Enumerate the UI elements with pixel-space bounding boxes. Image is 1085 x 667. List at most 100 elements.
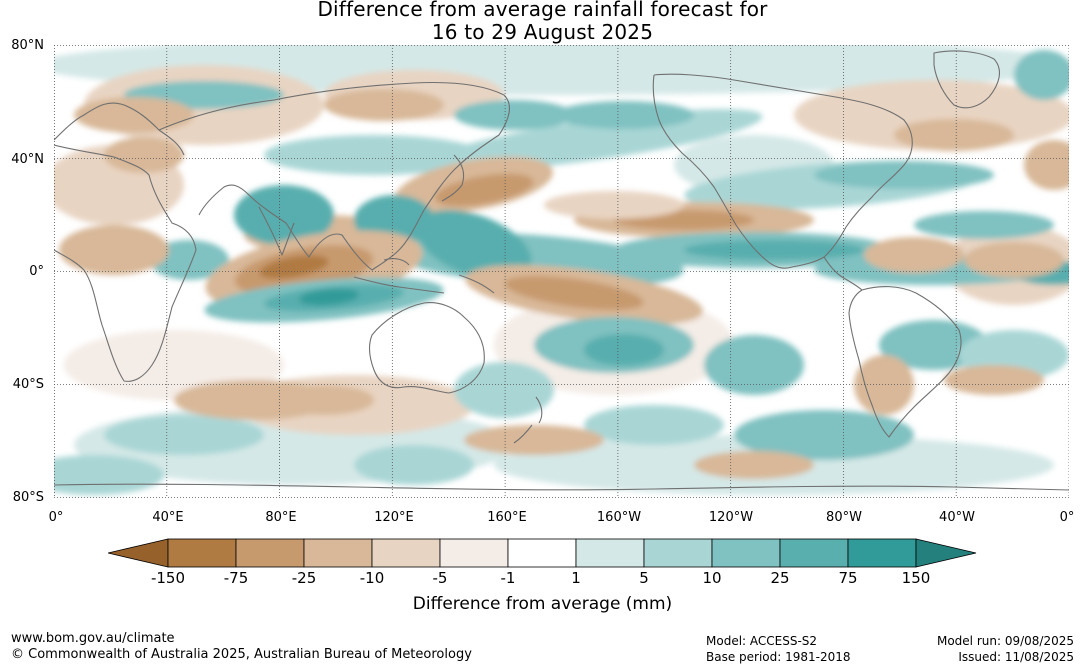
coastline-australia	[369, 302, 485, 394]
coastline-asia	[158, 81, 510, 271]
anomaly-region	[1024, 140, 1069, 190]
legend-swatch-9	[711, 538, 781, 568]
footer-model: Model: ACCESS-S2	[706, 634, 818, 648]
anomaly-region	[259, 255, 329, 279]
legend-swatch-6	[507, 538, 577, 568]
footer-base-period: Base period: 1981-2018	[706, 650, 851, 664]
anomaly-region	[104, 415, 264, 455]
lon-label-0-end: 0°	[1059, 510, 1075, 525]
legend-tick-label: 1	[571, 569, 581, 587]
anomaly-region	[684, 240, 864, 260]
legend-tick-label: -25	[291, 569, 317, 587]
legend-colorbar	[108, 538, 977, 568]
coastline-antarctica	[54, 483, 1069, 491]
anomaly-region	[504, 276, 644, 310]
legend-swatch-11	[847, 538, 917, 568]
legend-tick-label: -10	[359, 569, 385, 587]
legend-swatch-5	[439, 538, 509, 568]
anomaly-region	[944, 365, 1044, 395]
legend-tick-label: 25	[770, 569, 790, 587]
anomaly-region	[59, 225, 169, 275]
legend-label: Difference from average (mm)	[412, 594, 673, 614]
anomaly-region	[416, 210, 532, 280]
anomaly-region	[454, 100, 574, 130]
rainfall-anomaly-map	[54, 45, 1069, 498]
lon-label-160e: 160°E	[487, 510, 527, 525]
lon-label-120w: 120°W	[708, 510, 754, 525]
legend-swatch-4	[371, 538, 441, 568]
lon-label-80e: 80°E	[265, 510, 297, 525]
anomaly-region	[1014, 50, 1069, 100]
lon-label-40e: 40°E	[152, 510, 184, 525]
anomaly-region	[704, 335, 804, 395]
anomaly-region	[425, 109, 763, 171]
legend-tick-label: -150	[150, 569, 186, 587]
lon-label-160w: 160°W	[596, 510, 642, 525]
anomaly-region	[854, 355, 914, 415]
anomaly-region	[74, 97, 194, 133]
legend-tick-label: 75	[838, 569, 858, 587]
lat-label-eq: 0°	[29, 264, 44, 279]
legend-swatch-7	[575, 538, 645, 568]
coastline-europe	[54, 102, 185, 156]
anomaly-region	[354, 445, 474, 485]
coastline-japan	[441, 154, 465, 202]
legend-swatch-1	[167, 538, 237, 568]
anomaly-region	[584, 334, 664, 366]
anomaly-region	[234, 185, 334, 245]
footer-url: www.bom.gov.au/climate	[11, 631, 175, 646]
anomaly-region	[894, 119, 1014, 151]
legend-swatch-10	[779, 538, 849, 568]
anomaly-region	[554, 101, 694, 129]
lat-label-80n: 80°N	[11, 38, 44, 53]
legend-tick-label: 150	[901, 569, 931, 587]
anomaly-region	[464, 425, 604, 455]
anomaly-region	[264, 135, 484, 175]
legend-swatch-8	[643, 538, 713, 568]
anomaly-region	[864, 237, 964, 273]
lon-label-0: 0°	[48, 510, 64, 525]
anomaly-region	[694, 451, 814, 479]
legend-swatch-2	[235, 538, 305, 568]
coastline-india	[258, 206, 295, 256]
anomaly-region	[914, 211, 1054, 239]
lat-label-40s: 40°S	[12, 377, 44, 392]
lon-label-40w: 40°W	[939, 510, 975, 525]
coastline-africa	[54, 144, 197, 382]
anomaly-region	[964, 242, 1064, 278]
footer-issued: Issued: 11/08/2025	[958, 650, 1074, 664]
coastline-indonesia	[353, 258, 495, 294]
legend-tick-label: 5	[639, 569, 649, 587]
anomaly-region	[104, 137, 184, 173]
lat-label-80s: 80°S	[12, 490, 44, 505]
coastline-greenland	[933, 50, 1000, 109]
coastline-new-zealand	[513, 396, 543, 444]
anomaly-region	[454, 362, 554, 418]
lon-label-120e: 120°E	[374, 510, 414, 525]
anomaly-region	[584, 405, 724, 445]
lon-label-80w: 80°W	[826, 510, 862, 525]
legend-swatch-3	[303, 538, 373, 568]
anomaly-region	[324, 89, 444, 121]
footer-copyright: © Commonwealth of Australia 2025, Austra…	[11, 647, 472, 662]
legend-tick-label: -75	[223, 569, 249, 587]
anomaly-region	[274, 385, 374, 415]
legend-swatch-above-max	[915, 538, 977, 568]
lat-label-40n: 40°N	[11, 152, 44, 167]
legend-tick-label: -5	[432, 569, 448, 587]
legend-tick-label: -1	[500, 569, 516, 587]
anomaly-region	[734, 410, 914, 460]
legend-tick-label: 10	[702, 569, 722, 587]
coastline-central-america	[823, 256, 863, 291]
anomaly-region	[814, 161, 994, 189]
footer-model-run: Model run: 09/08/2025	[936, 634, 1074, 648]
anomaly-region	[434, 173, 534, 207]
map-title: Difference from average rainfall forecas…	[0, 0, 1085, 44]
coastline-north-america	[652, 73, 913, 269]
anomaly-region	[544, 191, 684, 219]
anomaly-region	[54, 45, 1069, 95]
map-title-line2: 16 to 29 August 2025	[431, 20, 654, 44]
map-title-line1: Difference from average rainfall forecas…	[317, 0, 768, 21]
coastline-south-america	[848, 286, 962, 438]
forecast-map	[54, 45, 1069, 498]
